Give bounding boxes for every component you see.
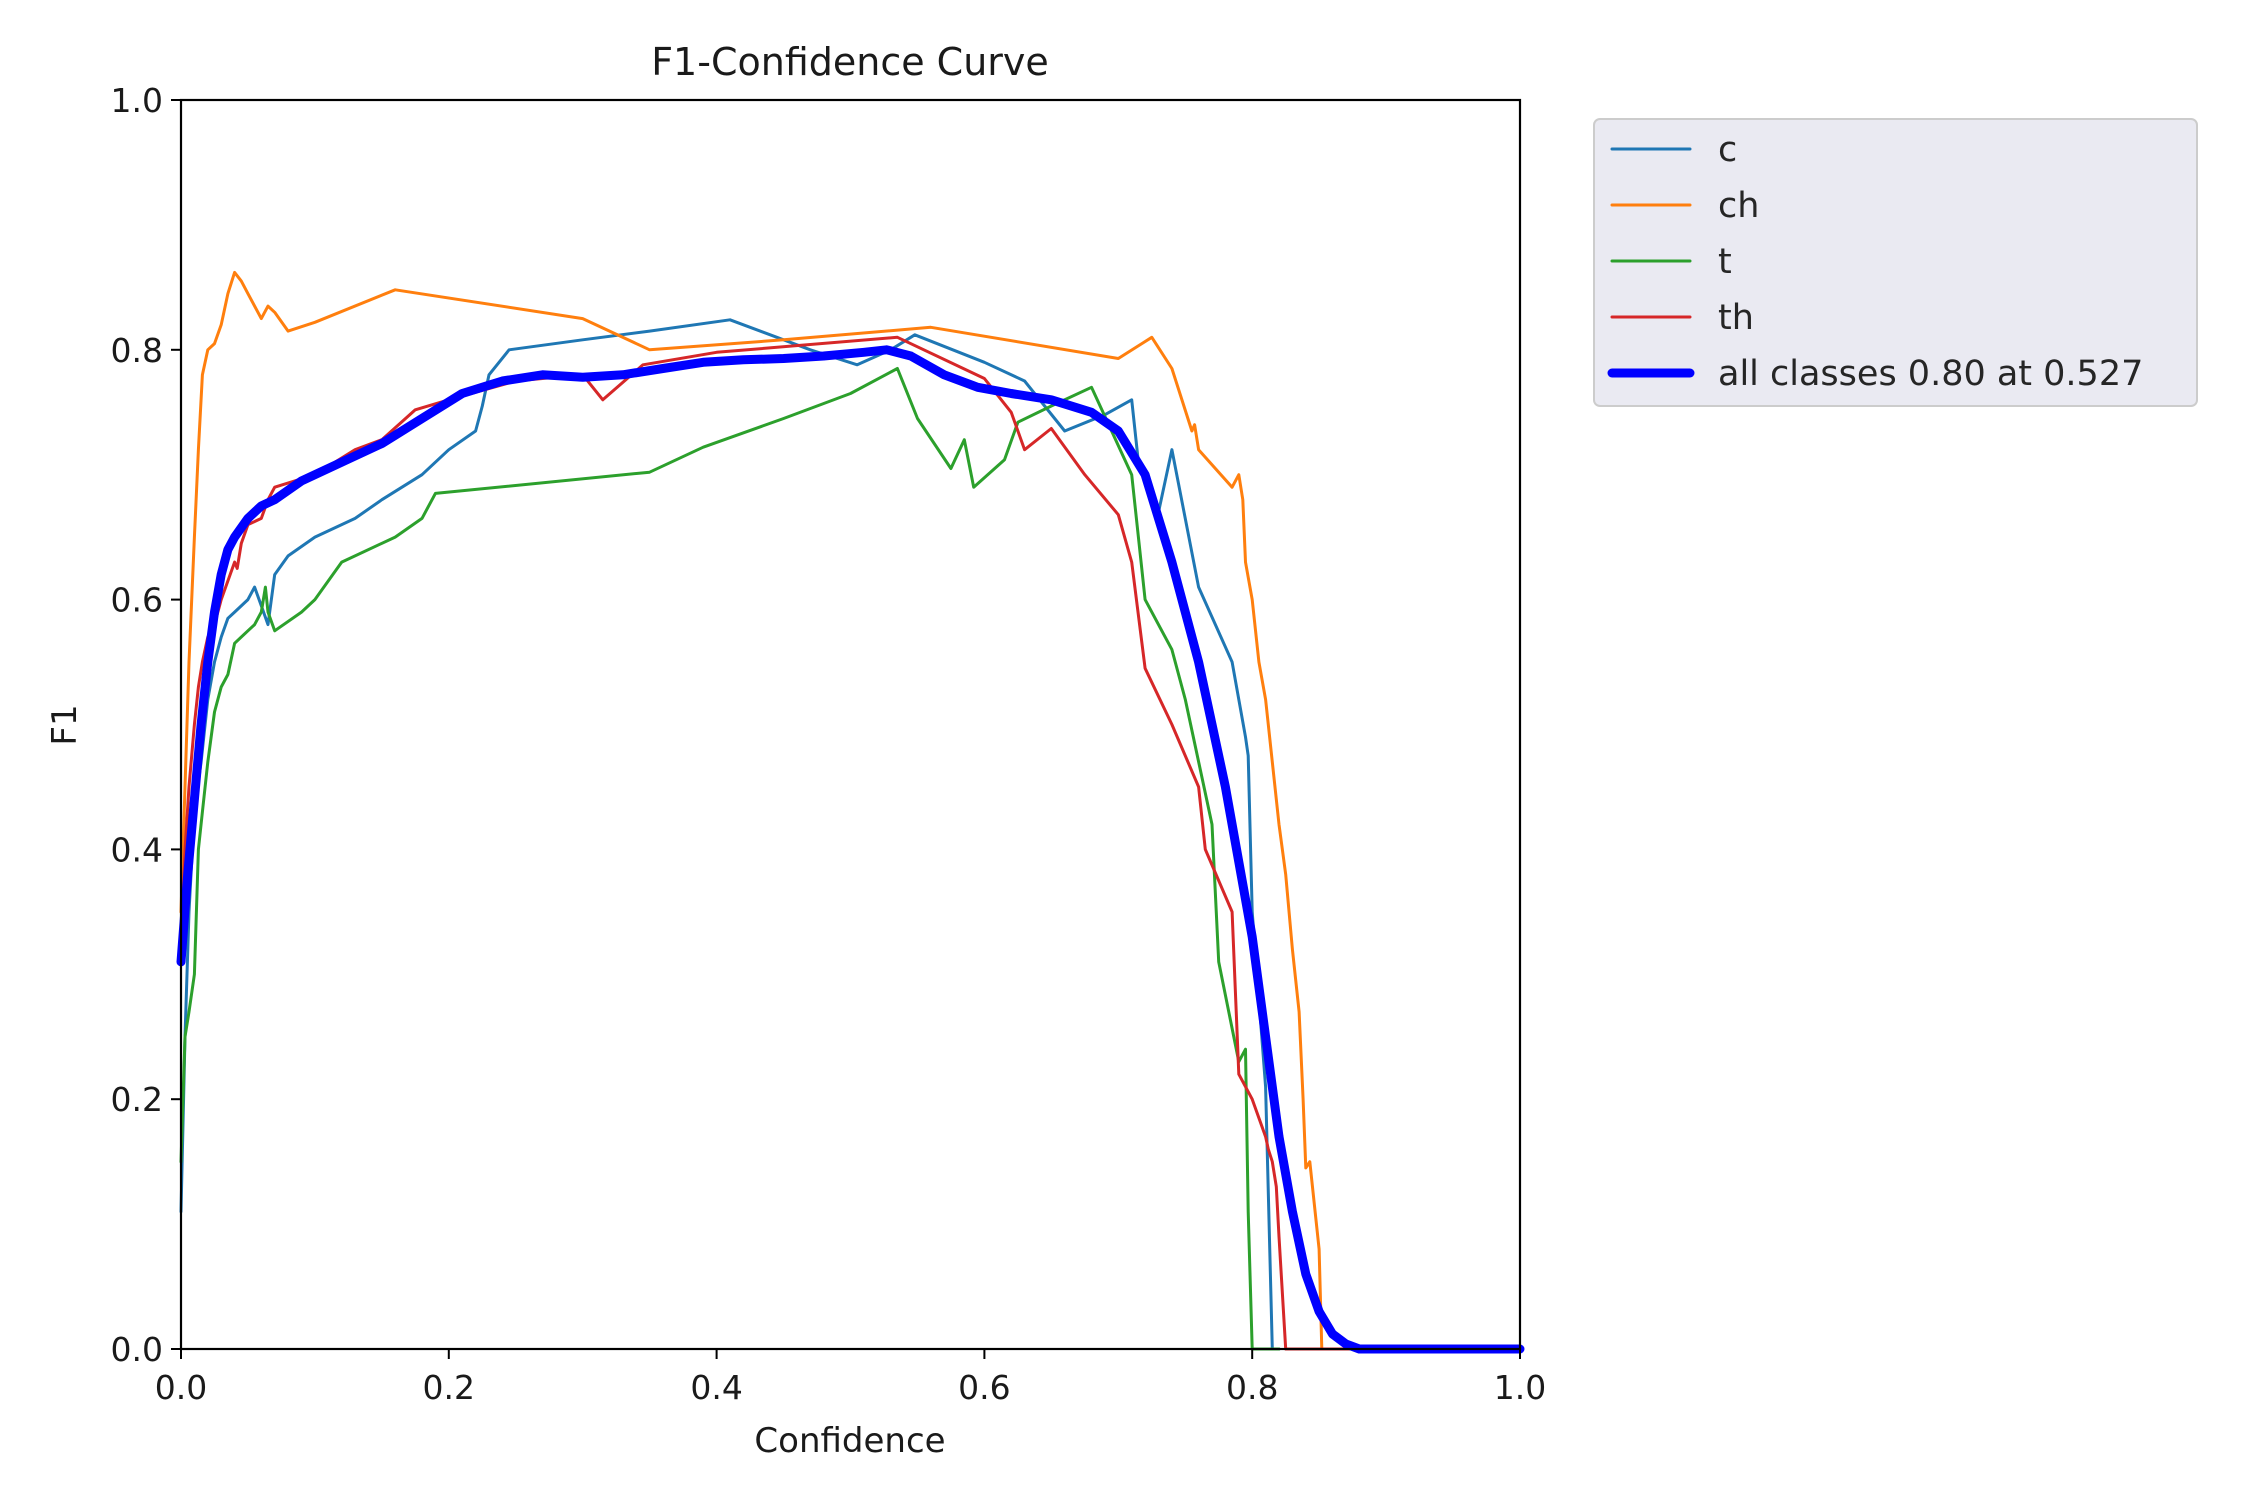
y-tick-label: 1.0 <box>111 81 163 120</box>
y-axis-ticks: 0.0 0.2 0.4 0.6 0.8 1.0 <box>111 81 181 1369</box>
x-tick-label: 1.0 <box>1494 1368 1546 1407</box>
legend-label-1: ch <box>1718 186 1759 226</box>
chart-title: F1-Confidence Curve <box>651 40 1049 84</box>
legend: c ch t th all classes 0.80 at 0.527 <box>1593 118 2198 407</box>
y-tick-label: 0.6 <box>111 581 163 620</box>
legend-label-3: th <box>1718 298 1754 338</box>
y-tick-label: 0.0 <box>111 1330 163 1369</box>
legend-label-4: all classes 0.80 at 0.527 <box>1718 354 2143 394</box>
x-tick-label: 0.6 <box>958 1368 1010 1407</box>
series-line-3 <box>179 335 1522 1351</box>
x-tick-label: 0.2 <box>423 1368 475 1407</box>
plot-frame <box>179 98 1522 1351</box>
x-tick-label: 0.0 <box>155 1368 207 1407</box>
y-axis-label: F1 <box>45 704 85 745</box>
series-layer <box>176 270 1525 1354</box>
legend-box <box>1593 118 2198 407</box>
series-line-0 <box>179 318 1281 1351</box>
y-tick-label: 0.2 <box>111 1080 163 1119</box>
legend-label-2: t <box>1718 242 1732 282</box>
x-tick-label: 0.4 <box>690 1368 742 1407</box>
y-tick-label: 0.8 <box>111 331 163 370</box>
series-line-2 <box>179 367 1281 1351</box>
x-tick-label: 0.8 <box>1226 1368 1278 1407</box>
y-tick-label: 0.4 <box>111 830 163 869</box>
legend-label-0: c <box>1718 130 1737 170</box>
x-axis-label: Confidence <box>754 1421 945 1461</box>
series-line-4 <box>176 345 1525 1354</box>
x-axis-ticks: 0.0 0.2 0.4 0.6 0.8 1.0 <box>155 1349 1546 1407</box>
series-line-1 <box>179 270 1522 1351</box>
